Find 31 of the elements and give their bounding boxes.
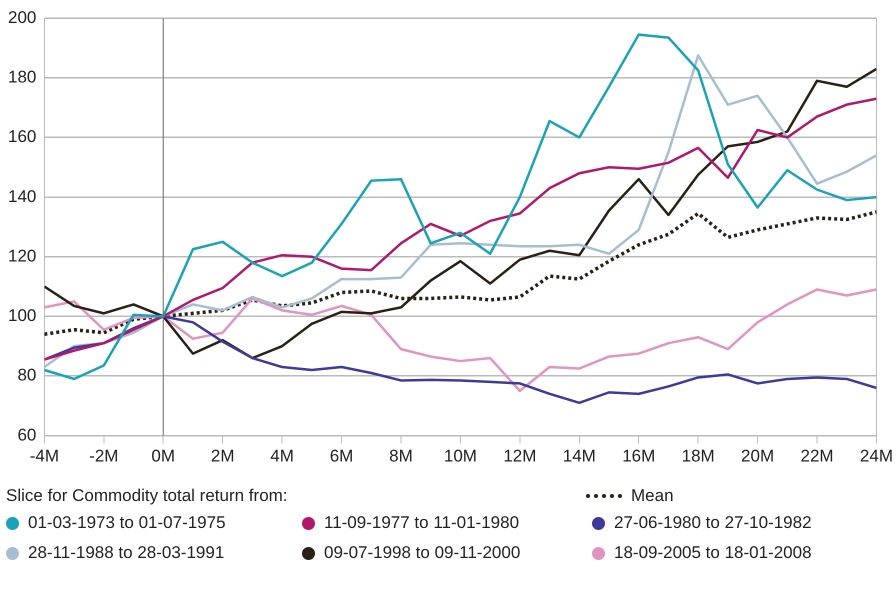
x-tick-label: 6M <box>330 446 354 466</box>
legend-label: Mean <box>631 485 674 507</box>
x-tick-label: 10M <box>444 446 477 466</box>
legend-label: 28-11-1988 to 28-03-1991 <box>28 543 224 563</box>
y-tick-label: 200 <box>8 8 36 27</box>
legend-label: 01-03-1973 to 01-07-1975 <box>28 513 226 533</box>
x-tick-label: -4M <box>30 446 60 466</box>
y-tick-label: 180 <box>8 68 36 87</box>
x-tick-label: 14M <box>562 446 596 466</box>
legend-label: 09-07-1998 to 09-11-2000 <box>324 543 520 563</box>
legend-label: 18-09-2005 to 18-01-2008 <box>614 543 812 563</box>
x-tick-label: 0M <box>151 446 176 466</box>
x-tick-label: 18M <box>682 446 715 466</box>
legend-label: 27-06-1980 to 27-10-1982 <box>614 513 812 533</box>
x-tick-label: 16M <box>622 446 656 466</box>
x-tick-label: 4M <box>270 446 294 466</box>
y-tick-label: 60 <box>17 425 36 444</box>
legend-title: Slice for Commodity total return from: <box>6 486 288 505</box>
y-tick-label: 120 <box>8 246 36 266</box>
y-tick-label: 100 <box>8 306 36 326</box>
x-tick-label: 2M <box>210 446 234 466</box>
x-tick-label: 20M <box>741 446 774 466</box>
x-tick-label: 8M <box>389 446 413 466</box>
x-tick-label: 12M <box>503 446 536 466</box>
y-tick-label: 80 <box>17 366 36 385</box>
y-tick-label: 160 <box>8 127 36 146</box>
x-tick-label: 22M <box>800 446 834 466</box>
legend-label: 11-09-1977 to 11-01-1980 <box>324 513 520 533</box>
x-tick-label: 24M <box>860 446 894 466</box>
y-tick-label: 140 <box>8 186 36 206</box>
x-tick-label: -2M <box>89 446 118 466</box>
